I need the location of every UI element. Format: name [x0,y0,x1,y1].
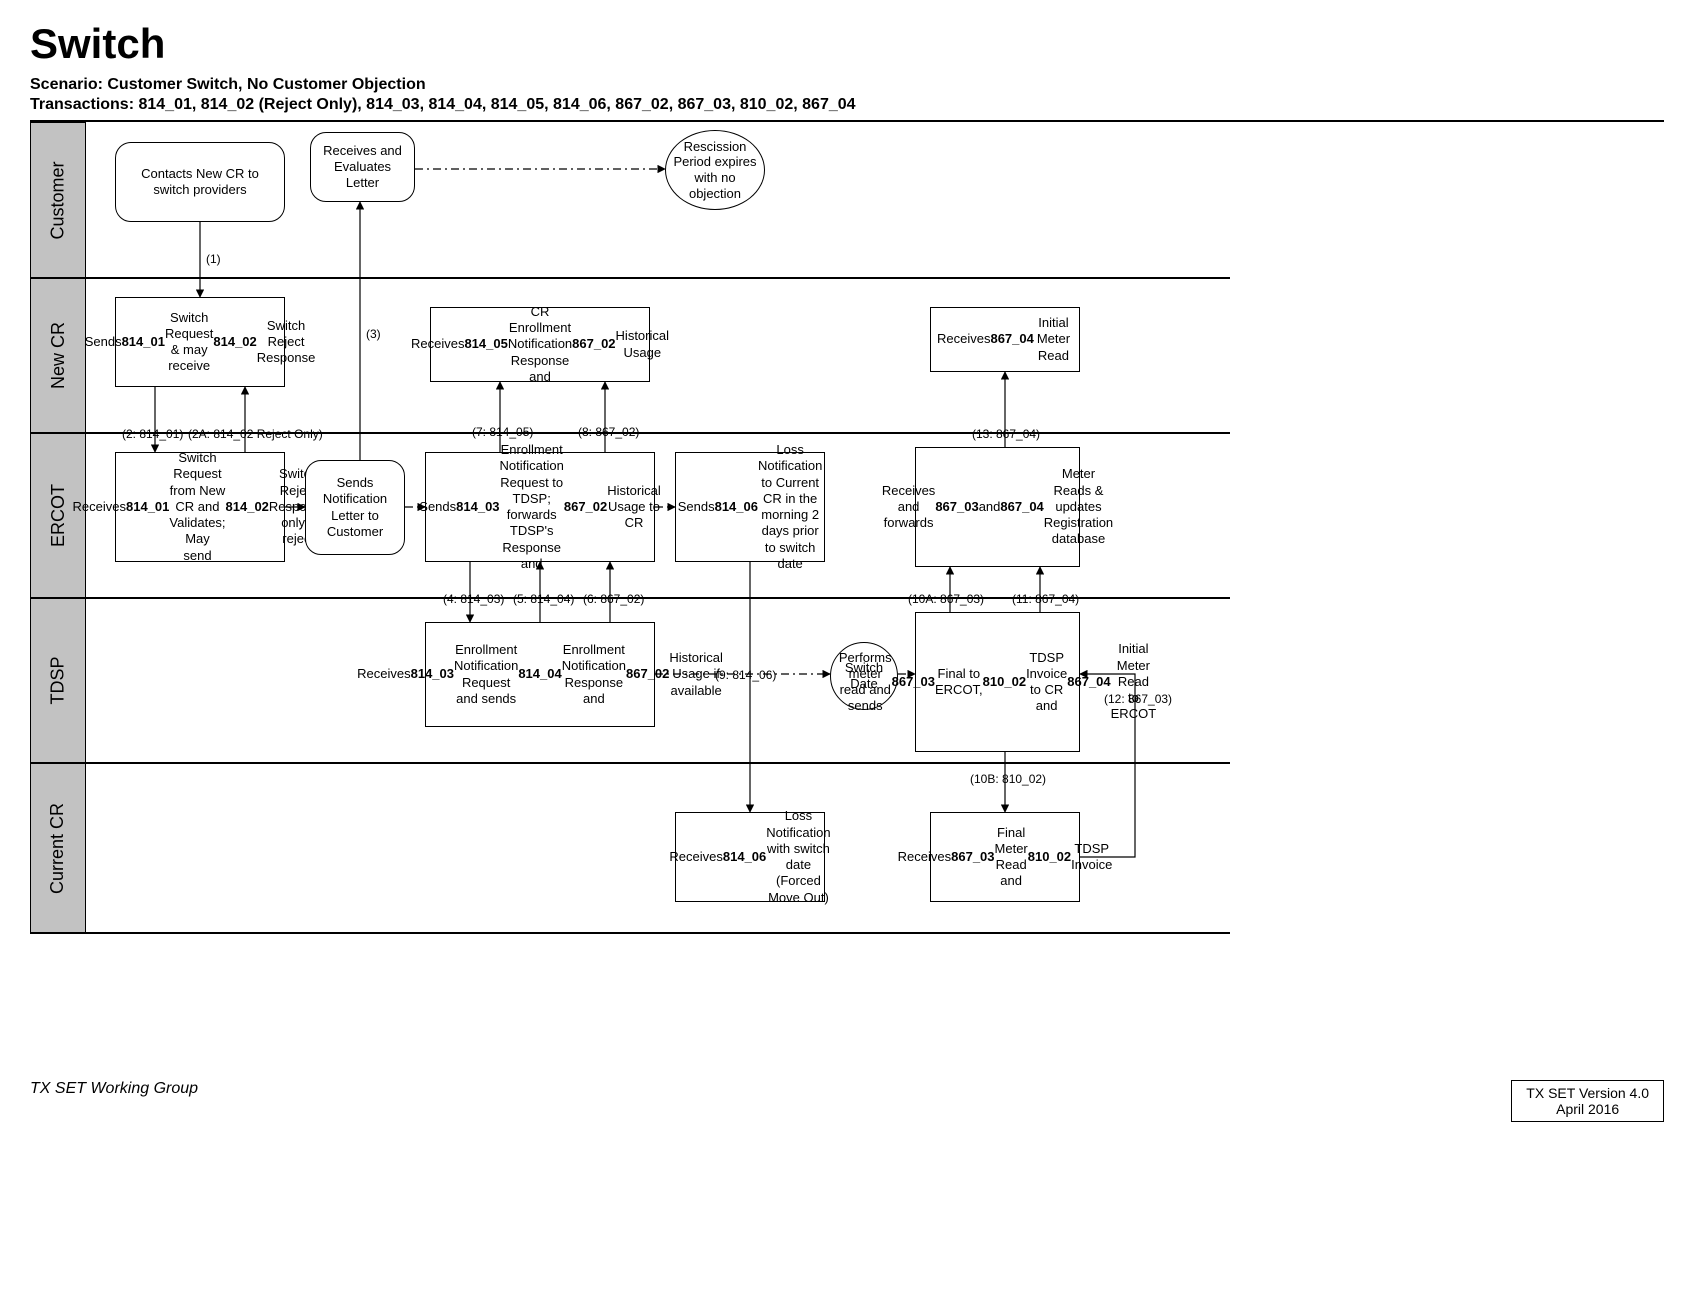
edge-label-e12: (12: 867_03) [1104,692,1172,706]
n-81406: Sends 814_06 Loss Notification to Curren… [675,452,825,562]
edge-label-e6: (6: 867_02) [583,592,644,606]
edge-label-e3: (3) [366,327,381,341]
footer-date: April 2016 [1526,1101,1649,1117]
edge-label-e5: (5: 814_04) [513,592,574,606]
n-tdsp1: Receives 814_03 Enrollment Notification … [425,622,655,727]
edge-label-e11: (11: 867_04) [1012,592,1079,606]
n-fwd: Receives and forwards 867_03 and 867_04 … [915,447,1080,567]
footer-version: TX SET Version 4.0 [1526,1085,1649,1101]
lane-label-tdsp: TDSP [30,597,86,764]
edge-label-e1: (1) [206,252,221,266]
lane-label-customer: Customer [30,122,86,279]
n-86704r: Receives 867_04 Initial Meter Read [930,307,1080,372]
lane-sep-bottom [30,932,1230,934]
page-title: Switch [30,20,1664,68]
n-tdsp2: Performs meter read and sends 867_03 Fin… [915,612,1080,752]
transactions-line: Transactions: 814_01, 814_02 (Reject Onl… [30,96,1664,114]
lane-label-newcr: New CR [30,277,86,434]
edge-label-e9: (9: 814_06) [715,668,776,682]
scenario-line: Scenario: Customer Switch, No Customer O… [30,76,1664,94]
lane-label-ercot: ERCOT [30,432,86,599]
n-rcv81401: Receives 814_01 Switch Request from New … [115,452,285,562]
edge-label-e7: (7: 814_05) [472,425,533,439]
footer-version-box: TX SET Version 4.0 April 2016 [1511,1080,1664,1122]
edge-label-e2a: (2A: 814_02 Reject Only) [188,427,323,441]
n-cur2: Receives 867_03 Final Meter Read and 810… [930,812,1080,902]
n-contacts: Contacts New CR to switch providers [115,142,285,222]
lane-sep-newcr [30,277,1230,279]
edge-label-e4: (4: 814_03) [443,592,504,606]
edge-label-e2: (2: 814_01) [122,427,183,441]
edge-label-e10a: (10A: 867_03) [908,592,984,606]
n-cur1: Receives 814_06 Loss Notification with s… [675,812,825,902]
n-81403: Sends 814_03 Enrollment Notification Req… [425,452,655,562]
n-notif: Sends Notification Letter to Customer [305,460,405,555]
swimlane-diagram: CustomerNew CRERCOTTDSPCurrent CR Contact… [30,122,1230,1072]
edge-label-e8: (8: 867_02) [578,425,639,439]
footer-left: TX SET Working Group [30,1080,198,1098]
n-81405: Receives 814_05 CR Enrollment Notificati… [430,307,650,382]
n-rescission: Rescission Period expires with no object… [665,130,765,210]
edge-label-e13: (13: 867_04) [972,427,1040,441]
lane-label-currentcr: Current CR [30,762,86,934]
footer: TX SET Working Group TX SET Version 4.0 … [30,1080,1664,1122]
edge-label-e10b: (10B: 810_02) [970,772,1046,786]
n-receives-letter: Receives and Evaluates Letter [310,132,415,202]
n-81401: Sends 814_01 Switch Request & may receiv… [115,297,285,387]
lane-sep-currentcr [30,762,1230,764]
